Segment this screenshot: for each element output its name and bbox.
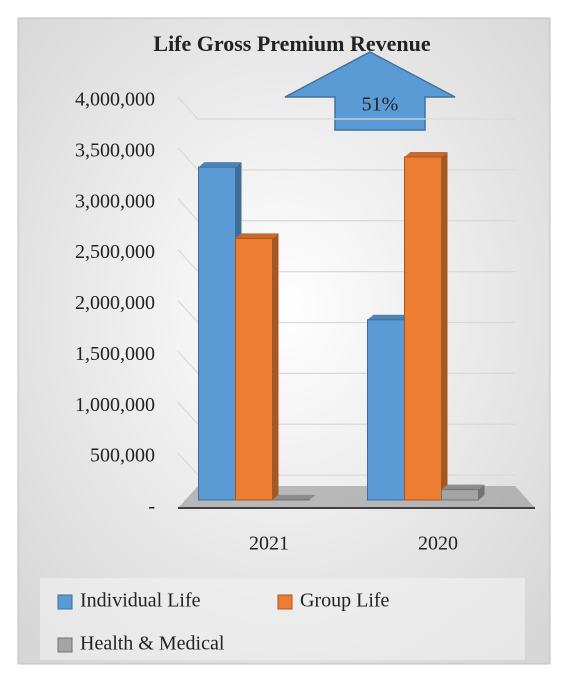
x-tick-label: 2020: [418, 533, 458, 555]
y-tick-label: 2,000,000: [75, 292, 155, 314]
chart-frame: [17, 17, 551, 665]
bar-top: [198, 162, 242, 168]
legend-label: Health & Medical: [80, 633, 225, 655]
bar-top: [235, 233, 279, 239]
bar-side: [441, 151, 448, 500]
bar-top: [404, 151, 448, 157]
bar: [404, 156, 442, 501]
y-tick-label: 4,000,000: [75, 89, 155, 111]
legend-swatch: [57, 594, 73, 610]
arrow-shape: [284, 51, 456, 131]
y-tick-label: 3,500,000: [75, 139, 155, 161]
chart-title: Life Gross Premium Revenue: [153, 31, 430, 56]
bar: [441, 489, 479, 501]
y-tick-label: 500,000: [90, 445, 155, 467]
y-tick-label: 3,000,000: [75, 190, 155, 212]
bar: [367, 319, 405, 501]
legend-swatch: [277, 594, 293, 610]
legend-label: Group Life: [300, 590, 390, 612]
bar: [198, 166, 236, 501]
bar-side: [272, 233, 279, 501]
bar-top: [272, 494, 316, 500]
annotation: 51%: [362, 94, 399, 116]
x-tick-label: 2021: [249, 533, 289, 555]
y-tick-label: 2,500,000: [75, 241, 155, 263]
bar-top: [367, 314, 411, 320]
bar-side: [309, 494, 316, 500]
y-tick-label: 1,000,000: [75, 394, 155, 416]
legend-box: [40, 578, 525, 660]
legend-label: Individual Life: [80, 590, 201, 612]
legend-swatch: [57, 637, 73, 653]
bar-side: [478, 484, 485, 500]
y-tick-label: 1,500,000: [75, 343, 155, 365]
bar: [235, 237, 273, 501]
grid-line: [177, 96, 515, 120]
y-tick-label: -: [148, 496, 155, 518]
bar-top: [441, 484, 485, 490]
